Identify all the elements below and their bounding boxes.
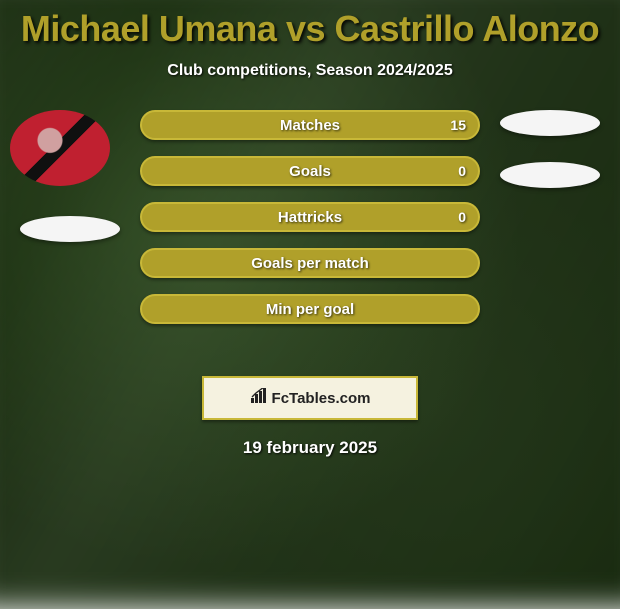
player1-name-pill xyxy=(20,216,120,242)
stat-value-right: 0 xyxy=(458,209,466,225)
stat-label: Hattricks xyxy=(278,209,342,226)
chart-icon xyxy=(250,388,268,409)
logo-box: FcTables.com xyxy=(202,376,418,420)
main-container: Michael Umana vs Castrillo Alonzo Club c… xyxy=(0,0,620,458)
stat-bar: Goals per match xyxy=(140,248,480,278)
stats-area: Matches 15 Goals 0 Hattricks 0 Goals per match… xyxy=(140,110,480,340)
vs-text: vs xyxy=(286,8,325,49)
stat-label: Goals xyxy=(289,163,331,180)
stat-bar: Goals 0 xyxy=(140,156,480,186)
comparison-title: Michael Umana vs Castrillo Alonzo xyxy=(0,8,620,50)
player2-name-pill-2 xyxy=(500,162,600,188)
stat-value-right: 0 xyxy=(458,163,466,179)
stat-label: Min per goal xyxy=(266,301,354,318)
stat-bar: Min per goal xyxy=(140,294,480,324)
player2-name-pill-1 xyxy=(500,110,600,136)
player1-avatar xyxy=(10,110,110,186)
subtitle: Club competitions, Season 2024/2025 xyxy=(0,62,620,80)
stat-label: Matches xyxy=(280,117,340,134)
date-text: 19 february 2025 xyxy=(0,438,620,458)
players-row: Matches 15 Goals 0 Hattricks 0 Goals per match… xyxy=(0,110,620,370)
stat-bar: Hattricks 0 xyxy=(140,202,480,232)
stat-bar: Matches 15 xyxy=(140,110,480,140)
player2-name: Castrillo Alonzo xyxy=(335,8,600,49)
logo-text: FcTables.com xyxy=(272,390,371,407)
stat-value-right: 15 xyxy=(450,117,466,133)
stat-label: Goals per match xyxy=(251,255,369,272)
player1-name: Michael Umana xyxy=(21,8,277,49)
